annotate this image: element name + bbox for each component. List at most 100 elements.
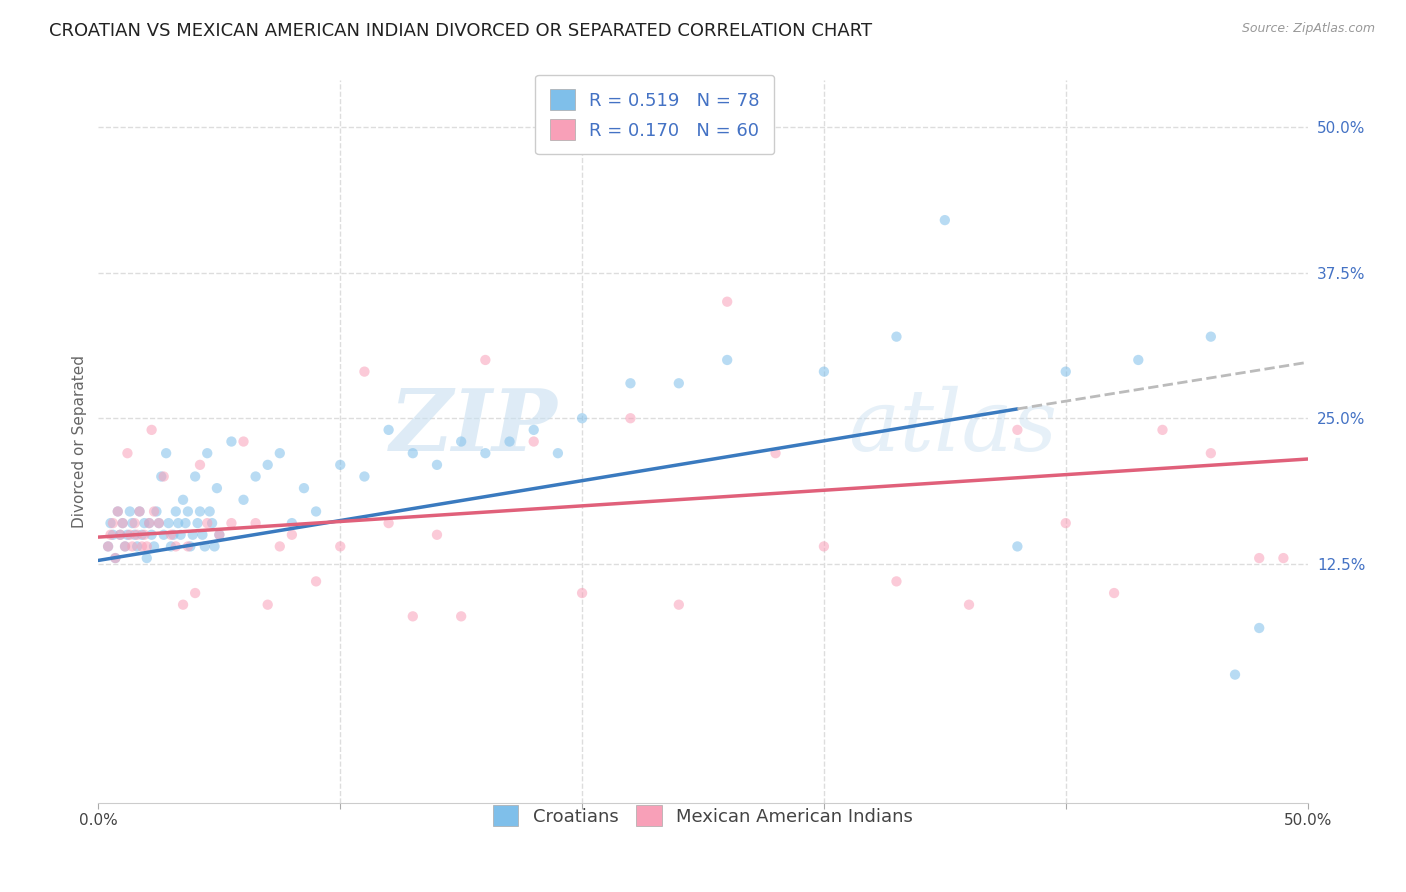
Point — [117, 446, 139, 460]
Point — [155, 446, 177, 460]
Point — [108, 528, 131, 542]
Point — [108, 528, 131, 542]
Point — [232, 434, 254, 449]
Point — [201, 516, 224, 530]
Point — [101, 528, 124, 542]
Point — [377, 423, 399, 437]
Point — [121, 540, 143, 554]
Point — [256, 458, 278, 472]
Point — [765, 446, 787, 460]
Point — [111, 516, 134, 530]
Point — [104, 551, 127, 566]
Point — [1152, 423, 1174, 437]
Point — [127, 528, 149, 542]
Point — [474, 446, 496, 460]
Point — [426, 458, 449, 472]
Point — [138, 516, 160, 530]
Point — [716, 353, 738, 368]
Point — [204, 540, 226, 554]
Point — [100, 516, 122, 530]
Point — [269, 540, 291, 554]
Point — [148, 516, 170, 530]
Point — [172, 492, 194, 507]
Point — [668, 598, 690, 612]
Point — [107, 504, 129, 518]
Text: CROATIAN VS MEXICAN AMERICAN INDIAN DIVORCED OR SEPARATED CORRELATION CHART: CROATIAN VS MEXICAN AMERICAN INDIAN DIVO… — [49, 22, 872, 40]
Point — [174, 516, 197, 530]
Point — [169, 528, 191, 542]
Point — [150, 469, 173, 483]
Point — [305, 574, 328, 589]
Point — [205, 481, 228, 495]
Y-axis label: Divorced or Separated: Divorced or Separated — [72, 355, 87, 528]
Point — [145, 504, 167, 518]
Point — [523, 434, 546, 449]
Point — [143, 504, 166, 518]
Point — [886, 574, 908, 589]
Text: Source: ZipAtlas.com: Source: ZipAtlas.com — [1241, 22, 1375, 36]
Point — [152, 469, 174, 483]
Point — [281, 516, 304, 530]
Point — [135, 540, 157, 554]
Point — [1007, 423, 1029, 437]
Point — [292, 481, 315, 495]
Point — [97, 540, 120, 554]
Point — [547, 446, 569, 460]
Point — [114, 540, 136, 554]
Point — [957, 598, 980, 612]
Point — [450, 609, 472, 624]
Point — [124, 516, 146, 530]
Point — [172, 598, 194, 612]
Point — [1249, 621, 1271, 635]
Point — [221, 434, 243, 449]
Point — [1249, 551, 1271, 566]
Point — [269, 446, 291, 460]
Point — [160, 528, 183, 542]
Point — [148, 516, 170, 530]
Point — [188, 504, 211, 518]
Point — [813, 540, 835, 554]
Point — [1007, 540, 1029, 554]
Point — [107, 504, 129, 518]
Point — [1199, 329, 1222, 343]
Point — [104, 551, 127, 566]
Point — [157, 516, 180, 530]
Point — [191, 528, 214, 542]
Point — [187, 516, 209, 530]
Point — [1128, 353, 1150, 368]
Point — [1223, 667, 1246, 681]
Point — [181, 528, 204, 542]
Point — [571, 411, 593, 425]
Point — [668, 376, 690, 391]
Point — [111, 516, 134, 530]
Point — [571, 586, 593, 600]
Point — [1272, 551, 1295, 566]
Point — [934, 213, 956, 227]
Point — [97, 540, 120, 554]
Point — [1054, 365, 1077, 379]
Point — [128, 504, 150, 518]
Point — [167, 516, 190, 530]
Point — [813, 365, 835, 379]
Point — [143, 540, 166, 554]
Point — [101, 516, 124, 530]
Point — [188, 458, 211, 472]
Point — [124, 528, 146, 542]
Point — [177, 540, 200, 554]
Point — [232, 492, 254, 507]
Point — [135, 551, 157, 566]
Point — [134, 516, 156, 530]
Point — [329, 458, 352, 472]
Point — [114, 540, 136, 554]
Point — [619, 376, 641, 391]
Point — [1199, 446, 1222, 460]
Point — [523, 423, 546, 437]
Point — [716, 294, 738, 309]
Point — [184, 586, 207, 600]
Point — [177, 504, 200, 518]
Point — [131, 528, 153, 542]
Text: atlas: atlas — [848, 385, 1057, 468]
Point — [152, 528, 174, 542]
Point — [198, 504, 221, 518]
Point — [377, 516, 399, 530]
